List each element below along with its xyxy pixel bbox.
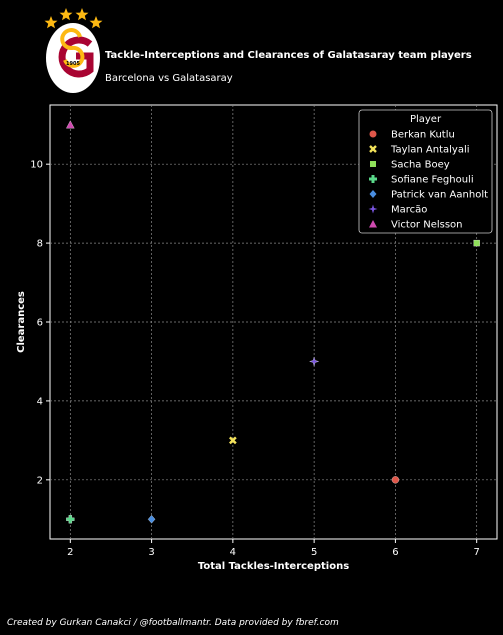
x-tick-label: 5: [311, 547, 317, 558]
y-tick-label: 10: [30, 160, 43, 171]
legend-label: Sofiane Feghouli: [391, 175, 474, 186]
x-tick-label: 7: [473, 547, 479, 558]
legend-label: Berkan Kutlu: [391, 130, 455, 141]
data-point: [66, 515, 75, 524]
logo-s-letter: [60, 28, 85, 68]
legend-label: Marcão: [391, 205, 427, 216]
x-tick-label: 4: [230, 547, 236, 558]
legend-marker: [370, 161, 376, 167]
data-points: [66, 120, 480, 524]
y-axis-label: Clearances: [16, 291, 27, 353]
y-tick-label: 2: [37, 475, 43, 486]
logo-g-letter: [58, 36, 94, 78]
legend-label: Taylan Antalyali: [390, 145, 470, 156]
data-point: [147, 515, 156, 524]
data-point: [66, 120, 75, 129]
legend-marker: [369, 220, 377, 228]
chart-title: Tackle-Interceptions and Clearances of G…: [105, 50, 472, 61]
y-tick-label: 4: [37, 396, 43, 407]
data-point: [473, 239, 480, 247]
chart-subtitle: Barcelona vs Galatasaray: [105, 73, 233, 84]
y-tick-label: 6: [37, 318, 43, 329]
data-point: [229, 436, 237, 445]
legend-marker: [369, 175, 377, 183]
legend-marker: [368, 204, 378, 214]
footer-credit: Created by Gurkan Canakci / @footballman…: [7, 618, 339, 628]
data-point: [309, 356, 320, 367]
galatasaray-logo: 1905: [44, 8, 103, 93]
legend-marker: [369, 190, 377, 198]
legend-title: Player: [410, 114, 442, 125]
legend-marker: [369, 145, 377, 153]
axis-ticks: 2 3 4 5 6 7 2 4 6 8 10: [30, 160, 480, 558]
data-point-stroke: [229, 436, 237, 445]
legend-marker-stroke: [369, 145, 377, 153]
x-tick-label: 6: [392, 547, 398, 558]
x-axis-label: Total Tackles-Interceptions: [198, 561, 349, 572]
stars-icon: [44, 8, 103, 29]
legend-box: [358, 109, 493, 234]
y-tick-label: 8: [37, 239, 43, 250]
logo-year: 1905: [66, 61, 80, 67]
legend-label: Patrick van Aanholt: [391, 190, 488, 201]
legend-label: Victor Nelsson: [391, 220, 463, 231]
data-point: [391, 476, 400, 484]
legend: Player Berkan Kutlu Taylan Antalyali Sacha …: [358, 109, 493, 234]
legend-label: Sacha Boey: [391, 160, 450, 171]
legend-marker: [369, 130, 377, 138]
x-tick-label: 2: [67, 547, 73, 558]
x-tick-label: 3: [148, 547, 154, 558]
